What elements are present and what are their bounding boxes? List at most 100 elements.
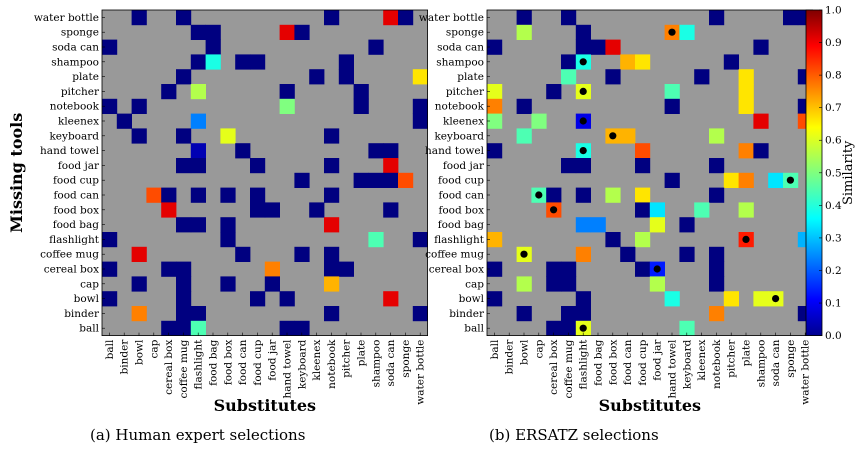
heatmap-cell (324, 276, 340, 292)
heatmap-cell (635, 143, 651, 159)
heatmap-cell (146, 187, 162, 203)
colorbar-tick-label: 0.4 (825, 200, 842, 212)
y-axis-label: Missing tools (7, 113, 26, 233)
heatmap-cell (190, 54, 206, 70)
column-label: flashlight (193, 339, 205, 390)
selection-marker (609, 132, 617, 140)
colorbar-tick-label: 0.3 (825, 232, 842, 244)
colorbar-label: Similarity (841, 140, 856, 205)
heatmap-cell (635, 202, 651, 218)
row-label: ball (464, 323, 484, 335)
column-label: keyboard (681, 339, 693, 389)
selection-marker (579, 87, 587, 95)
heatmap-cell (309, 202, 325, 218)
row-label: ball (79, 323, 99, 335)
heatmap-cell (664, 98, 680, 114)
heatmap-cell (131, 128, 147, 144)
heatmap-cell (516, 98, 532, 114)
row-label: kleenex (443, 116, 484, 128)
heatmap-cell (709, 128, 725, 144)
heatmap-cell (324, 246, 340, 262)
heatmap-cell (383, 202, 399, 218)
heatmap-cell (383, 172, 399, 188)
row-label: notebook (435, 101, 485, 113)
column-label: ball (489, 339, 501, 359)
heatmap-cell (190, 217, 206, 233)
heatmap-cell (487, 261, 503, 277)
caption-panel-a: (a) Human expert selections (90, 426, 306, 444)
heatmap-cell (383, 158, 399, 174)
column-label: hand towel (667, 339, 679, 399)
heatmap-cell (383, 143, 399, 159)
heatmap-cell (264, 276, 280, 292)
heatmap-cell (324, 217, 340, 233)
heatmap-cell (575, 306, 591, 322)
heatmap-cell (516, 10, 532, 26)
column-label: cereal box (163, 340, 175, 395)
heatmap-cell (679, 217, 695, 233)
heatmap-cell (176, 261, 192, 277)
heatmap-cell (368, 172, 384, 188)
heatmap-cell (235, 246, 251, 262)
heatmap-cell (412, 69, 428, 85)
heatmap-cell (487, 84, 503, 100)
heatmap-cell (575, 39, 591, 55)
row-label: food box (438, 204, 484, 216)
heatmap-cell (635, 261, 651, 277)
column-label: kleenex (311, 340, 323, 381)
column-label: plate (356, 340, 368, 367)
heatmap-cell (516, 276, 532, 292)
row-label: sponge (446, 27, 484, 39)
heatmap-cell (709, 246, 725, 262)
heatmap-cell (768, 172, 784, 188)
heatmap-cell (635, 232, 651, 248)
column-label: notebook (711, 339, 723, 389)
heatmap-cell (620, 246, 636, 262)
colorbar: 0.0 0.1 0.2 0.3 0.4 0.5 0.6 0.7 0.8 0.9 1.0 Similar… (805, 5, 856, 342)
column-label: sponge (400, 340, 412, 378)
column-label: coffee mug (178, 339, 190, 398)
heatmap-cell (738, 172, 754, 188)
heatmap-cell (161, 187, 177, 203)
colorbar-tick-label: 1.0 (825, 5, 842, 17)
column-label: keyboard (296, 339, 308, 389)
row-label: cereal box (429, 264, 484, 276)
heatmap-cell (279, 24, 295, 40)
row-label: food can (54, 190, 100, 202)
heatmap-cell (709, 261, 725, 277)
column-label: water bottle (800, 340, 812, 405)
row-label: food jar (443, 160, 485, 172)
heatmap-cell (161, 261, 177, 277)
heatmap-cell (753, 291, 769, 307)
selection-marker (579, 117, 587, 125)
heatmap-cell (102, 98, 118, 114)
row-label: pitcher (61, 86, 100, 98)
row-label: cap (465, 278, 484, 290)
heatmap-cell (620, 128, 636, 144)
heatmap-cell (753, 113, 769, 129)
heatmap-cell (176, 158, 192, 174)
heatmap-cell (516, 128, 532, 144)
column-label: hand towel (282, 339, 294, 399)
heatmap-cell (723, 172, 739, 188)
heatmap-cell (531, 113, 547, 129)
column-label: ball (104, 339, 116, 359)
row-label: bowl (459, 293, 485, 305)
heatmap-cell (220, 187, 236, 203)
heatmap-cell (605, 187, 621, 203)
column-label: food box (607, 340, 619, 386)
heatmap-cell (546, 261, 562, 277)
row-label: kleenex (58, 116, 99, 128)
row-label: coffee mug (40, 249, 99, 261)
heatmap-cell (738, 69, 754, 85)
heatmap-cell (412, 98, 428, 114)
column-label: food box (222, 340, 234, 386)
heatmap-cell (294, 172, 310, 188)
heatmap-cell (176, 217, 192, 233)
heatmap-cell (561, 306, 577, 322)
heatmap-cell (709, 306, 725, 322)
heatmap-cell (620, 54, 636, 70)
heatmap-cell (102, 291, 118, 307)
heatmap-cell (575, 24, 591, 40)
row-label: cereal box (44, 264, 99, 276)
